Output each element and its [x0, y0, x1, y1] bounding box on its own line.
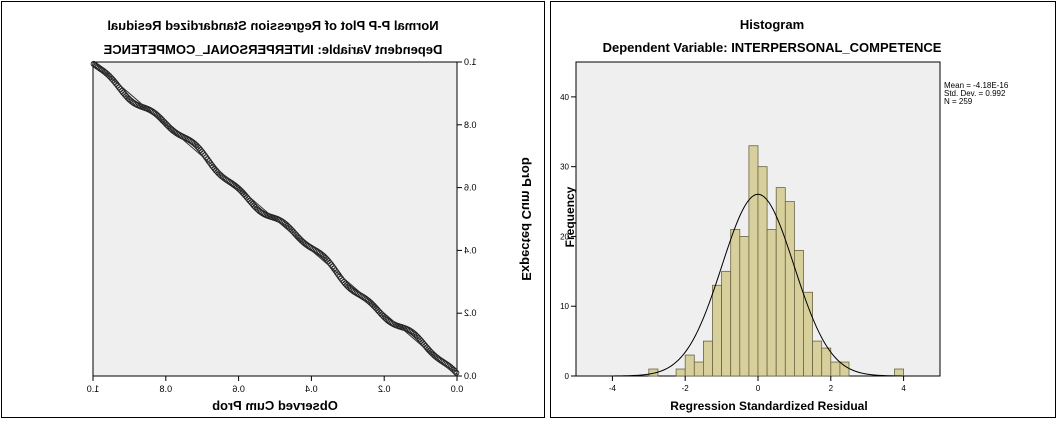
- histogram-x-tick-label: 4: [901, 384, 906, 393]
- histogram-stat-sd: Std. Dev. = 0.992: [944, 89, 1006, 98]
- histogram-panel: Histogram Dependent Variable: INTERPERSO…: [550, 1, 1056, 418]
- histogram-bar: [684, 354, 695, 377]
- pp-y-tick-label: 0.8: [464, 120, 477, 130]
- histogram-bar: [812, 340, 823, 377]
- histogram-bar: [748, 145, 759, 377]
- pp-x-tick-label: 0.0: [451, 384, 464, 394]
- pp-y-tick-label: 1.0: [464, 57, 477, 67]
- histogram-bar: [766, 229, 777, 377]
- histogram-y-tick-label: 40: [560, 93, 569, 102]
- histogram-normal-curve: [612, 193, 904, 377]
- histogram-bar: [712, 284, 722, 377]
- histogram-bar: [775, 187, 786, 377]
- histogram-bar: [784, 201, 795, 377]
- histogram-subtitle: Dependent Variable: INTERPERSONAL_COMPET…: [603, 40, 942, 55]
- histogram-bars: [648, 145, 905, 377]
- histogram-y-ticks: 0 10 20 30 40: [560, 93, 576, 381]
- pp-plot-subtitle: Dependent Variable: INTERPERSONAL_COMPET…: [103, 42, 442, 57]
- histogram-x-tick-label: 2: [829, 384, 834, 393]
- pp-plot-reference-line: [92, 61, 458, 377]
- histogram-stat-n: N = 259: [944, 97, 973, 106]
- histogram-bar: [730, 229, 741, 377]
- histogram-bar: [702, 340, 713, 377]
- histogram-y-tick-label: 10: [560, 302, 569, 311]
- pp-plot-panel: Normal P-P Plot of Regression Standardiz…: [1, 1, 545, 418]
- pp-plot-y-axis-label: Expected Cum Prob: [519, 157, 534, 281]
- histogram-y-tick-label: 20: [560, 232, 569, 241]
- pp-plot-x-axis-label: Observed Cum Prob: [212, 398, 338, 413]
- pp-plot-y-ticks: 0.0 0.2 0.4 0.6 0.8 1.0: [457, 57, 477, 381]
- histogram-bar: [739, 236, 750, 377]
- histogram-title: Histogram: [740, 17, 804, 32]
- histogram-chart: Histogram Dependent Variable: INTERPERSO…: [560, 17, 1009, 413]
- pp-data-point: [90, 60, 97, 68]
- histogram-bar: [821, 347, 832, 377]
- histogram-y-axis-label: Frequency: [563, 186, 577, 247]
- pp-y-tick-label: 0.6: [464, 183, 477, 193]
- pp-data-point: [208, 162, 215, 169]
- histogram-x-tick-label: -2: [682, 384, 690, 393]
- histogram-bar: [721, 270, 732, 377]
- histogram-x-tick-label: 0: [756, 384, 761, 393]
- pp-x-tick-label: 1.0: [87, 384, 100, 394]
- histogram-bar: [693, 361, 704, 377]
- histogram-bar: [894, 368, 905, 377]
- histogram-x-axis-label: Regression Standardized Residual: [670, 399, 867, 413]
- pp-data-point: [92, 62, 99, 69]
- pp-plot-title: Normal P-P Plot of Regression Standardiz…: [107, 18, 438, 33]
- pp-plot-chart: Normal P-P Plot of Regression Standardiz…: [87, 18, 534, 413]
- pp-y-tick-label: 0.4: [464, 245, 477, 255]
- pp-y-tick-label: 0.0: [464, 371, 477, 381]
- pp-plot-mirrored: Normal P-P Plot of Regression Standardiz…: [2, 2, 544, 417]
- histogram-stat-mean: Mean = -4.18E-16: [944, 81, 1009, 90]
- histogram-bar: [803, 291, 814, 377]
- histogram-bar: [839, 361, 850, 377]
- histogram-bar: [675, 368, 686, 377]
- pp-x-tick-label: 0.8: [160, 384, 173, 394]
- pp-x-tick-label: 0.2: [378, 384, 391, 394]
- pp-y-tick-label: 0.2: [464, 308, 477, 318]
- histogram-x-tick-label: -4: [609, 384, 617, 393]
- histogram-y-tick-label: 0: [565, 372, 570, 381]
- histogram-x-ticks: -4 -2 0 2 4: [609, 376, 906, 393]
- histogram-bar: [830, 361, 841, 377]
- pp-x-tick-label: 0.6: [232, 384, 245, 394]
- histogram-y-tick-label: 30: [560, 163, 569, 172]
- pp-x-tick-label: 0.4: [305, 384, 318, 394]
- pp-plot-x-ticks: 0.0 0.2 0.4 0.6 0.8 1.0: [87, 376, 464, 394]
